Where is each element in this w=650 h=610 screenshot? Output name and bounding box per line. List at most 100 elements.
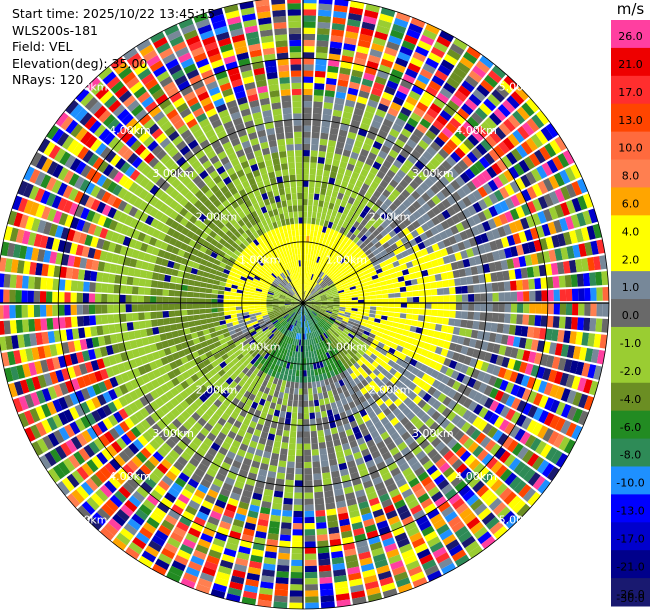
velocity-gate <box>305 339 308 346</box>
velocity-gate <box>324 89 335 98</box>
velocity-gate <box>345 137 355 146</box>
velocity-gate <box>277 558 290 566</box>
velocity-gate <box>314 283 320 290</box>
velocity-gate <box>312 292 319 297</box>
velocity-gate <box>339 234 346 242</box>
velocity-gate <box>152 327 160 335</box>
velocity-gate <box>230 288 238 293</box>
velocity-gate <box>455 222 465 233</box>
velocity-gate <box>510 194 521 207</box>
velocity-gate <box>492 303 499 312</box>
velocity-gate <box>316 380 321 388</box>
velocity-gate <box>311 255 316 262</box>
velocity-gate <box>361 116 372 126</box>
velocity-gate <box>351 171 360 180</box>
velocity-gate <box>46 278 54 290</box>
velocity-gate <box>413 106 425 118</box>
velocity-gate <box>334 281 342 287</box>
velocity-gate <box>119 285 127 294</box>
velocity-gate <box>473 284 481 293</box>
velocity-gate <box>380 319 387 325</box>
velocity-gate <box>547 289 554 302</box>
velocity-gate <box>360 218 368 227</box>
velocity-gate <box>369 291 376 296</box>
velocity-gate <box>510 90 525 105</box>
velocity-gate <box>418 155 429 166</box>
velocity-gate <box>425 188 436 199</box>
velocity-gate <box>342 283 349 288</box>
velocity-gate <box>199 308 206 314</box>
velocity-gate <box>336 85 348 94</box>
velocity-gate <box>443 310 450 318</box>
velocity-gate <box>380 58 394 69</box>
velocity-gate <box>437 131 450 143</box>
velocity-gate <box>377 103 389 113</box>
velocity-gate <box>358 33 373 43</box>
velocity-gate <box>304 535 316 542</box>
velocity-gate <box>275 583 289 591</box>
velocity-gate <box>322 207 328 215</box>
velocity-gate <box>303 217 307 224</box>
velocity-gate <box>468 70 483 83</box>
velocity-gate <box>399 179 409 189</box>
velocity-gate <box>296 431 303 438</box>
velocity-gate <box>298 406 303 414</box>
velocity-gate <box>310 162 317 169</box>
velocity-gate <box>9 305 16 319</box>
velocity-gate <box>113 294 120 303</box>
velocity-gate <box>503 75 518 90</box>
velocity-gate <box>380 7 396 18</box>
velocity-gate <box>396 169 407 179</box>
velocity-gate <box>201 276 209 283</box>
velocity-gate <box>314 405 321 413</box>
velocity-gate <box>254 305 261 309</box>
velocity-gate <box>395 252 404 260</box>
velocity-gate <box>454 318 462 327</box>
velocity-gate <box>389 128 400 139</box>
velocity-gate <box>332 277 339 283</box>
velocity-gate <box>426 199 436 209</box>
velocity-gate <box>380 124 391 134</box>
velocity-gate <box>324 96 335 104</box>
velocity-gate <box>350 204 358 213</box>
velocity-gate <box>396 328 404 335</box>
velocity-gate <box>439 176 450 187</box>
velocity-gate <box>329 264 336 271</box>
velocity-gate <box>425 129 437 141</box>
velocity-gate <box>342 243 349 251</box>
velocity-gate <box>348 81 360 90</box>
velocity-gate <box>318 289 325 294</box>
velocity-gate <box>391 277 399 284</box>
velocity-gate <box>372 36 387 47</box>
velocity-gate <box>422 150 433 162</box>
velocity-gate <box>310 156 318 163</box>
velocity-gate <box>452 66 467 80</box>
velocity-gate <box>349 226 357 234</box>
velocity-gate <box>304 291 307 298</box>
velocity-gate <box>564 316 572 330</box>
velocity-gate <box>480 79 494 93</box>
velocity-gate <box>295 370 300 377</box>
velocity-gate <box>317 288 324 293</box>
velocity-gate <box>219 320 227 326</box>
velocity-gate <box>208 273 216 280</box>
velocity-gate <box>466 320 474 329</box>
velocity-gate <box>181 284 189 291</box>
velocity-gate <box>428 323 436 331</box>
velocity-gate <box>89 282 96 293</box>
velocity-gate <box>363 205 371 214</box>
velocity-gate <box>304 565 318 573</box>
velocity-gate <box>336 141 345 149</box>
velocity-gate <box>510 303 518 313</box>
velocity-gate <box>486 166 498 179</box>
velocity-gate <box>303 211 308 218</box>
velocity-gate <box>456 61 471 75</box>
velocity-gate <box>308 192 314 200</box>
velocity-gate <box>242 293 249 298</box>
velocity-gate <box>391 23 407 34</box>
velocity-gate <box>357 293 364 297</box>
velocity-gate <box>440 272 448 280</box>
velocity-gate <box>472 202 483 213</box>
velocity-gate <box>266 299 273 302</box>
velocity-gate <box>376 306 383 311</box>
